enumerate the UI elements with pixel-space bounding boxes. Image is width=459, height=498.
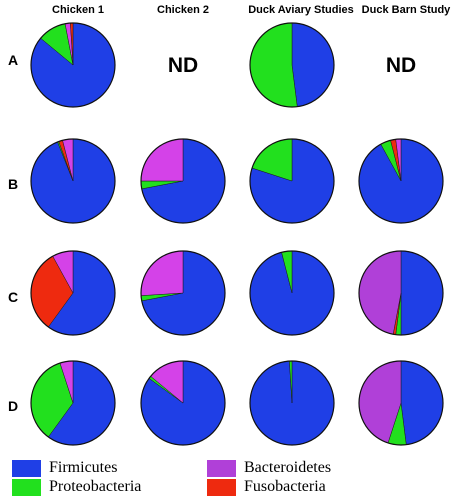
pie-d-duck-aviary-studies-svg [249,360,335,446]
row-label-b: B [8,176,19,192]
column-header-duck-aviary: Duck Aviary Studies [248,4,354,16]
pie-d-chicken-2-svg [140,360,226,446]
pie-c-duck-barn-study-svg [358,250,444,336]
pie-c-duck-barn-study-slice-bacteroidetes [358,250,402,335]
pie-b-chicken-1 [30,138,116,224]
pie-d-chicken-1 [30,360,116,446]
pie-c-duck-barn-study [358,250,444,336]
pie-c-duck-aviary-studies-outline [249,250,335,336]
pie-d-chicken-2-outline [140,360,226,446]
pie-c-duck-aviary-studies [249,250,335,336]
pie-a-duck-aviary-studies-slice-firmicutes [291,22,335,107]
column-header-duck-barn: Duck Barn Study [361,4,451,16]
pie-a-chicken-1-outline [30,22,116,108]
row-label-c: C [8,289,19,305]
pie-a-duck-barn-study-nd-label: ND [385,54,417,77]
pie-a-duck-aviary-studies-svg [249,22,335,108]
pie-b-chicken-2 [140,138,226,224]
legend-swatch-fusobacteria [207,478,236,496]
legend-item-bacteroidetes: Bacteroidetes [207,459,331,477]
pie-c-chicken-2-outline [140,250,226,336]
pie-a-duck-aviary-studies-outline [249,22,335,108]
legend-swatch-firmicutes [12,459,41,477]
pie-b-chicken-1-outline [30,138,116,224]
legend-label-bacteroidetes: Bacteroidetes [244,459,332,476]
pie-a-chicken-1-svg [30,22,116,108]
column-header-chicken-1: Chicken 1 [52,4,104,16]
pie-b-duck-aviary-studies-outline [249,138,335,224]
pie-d-chicken-1-outline [30,360,116,446]
pie-a-duck-aviary-studies [249,22,335,108]
pie-c-chicken-2 [140,250,226,336]
legend-item-fusobacteria: Fusobacteria [207,478,326,496]
pie-b-duck-aviary-studies-svg [249,138,335,224]
legend-label-fusobacteria: Fusobacteria [244,478,326,495]
legend-item-proteobacteria: Proteobacteria [12,478,141,496]
pie-d-duck-aviary-studies-outline [249,360,335,446]
column-header-chicken-2: Chicken 2 [157,4,209,16]
pie-a-duck-aviary-studies-slice-proteobacteria [249,22,298,108]
pie-a-chicken-1 [30,22,116,108]
legend-label-proteobacteria: Proteobacteria [49,478,142,495]
row-label-d: D [8,398,19,414]
row-label-a: A [8,52,19,68]
pie-c-chicken-2-slice-bacteroidetes [140,250,184,296]
pie-b-chicken-2-svg [140,138,226,224]
pie-d-duck-aviary-studies [249,360,335,446]
legend-swatch-proteobacteria [12,478,41,496]
pie-d-duck-barn-study-outline [358,360,444,446]
pie-c-chicken-1-svg [30,250,116,336]
pie-a-chicken-2-nd-label: ND [167,54,199,77]
pie-c-chicken-2-svg [140,250,226,336]
pie-c-duck-aviary-studies-svg [249,250,335,336]
pie-c-duck-barn-study-slice-firmicutes [400,250,444,336]
pie-b-chicken-2-outline [140,138,226,224]
pie-b-duck-aviary-studies [249,138,335,224]
pie-b-duck-barn-study [358,138,444,224]
pie-c-chicken-1-outline [30,250,116,336]
pie-d-chicken-2 [140,360,226,446]
pie-d-duck-barn-study-slice-firmicutes [400,360,444,445]
pie-d-duck-barn-study [358,360,444,446]
pie-d-duck-barn-study-svg [358,360,444,446]
pie-c-chicken-1 [30,250,116,336]
pie-d-chicken-1-svg [30,360,116,446]
pie-c-duck-barn-study-outline [358,250,444,336]
legend-item-firmicutes: Firmicutes [12,459,117,477]
pie-b-chicken-1-svg [30,138,116,224]
pie-b-duck-barn-study-outline [358,138,444,224]
legend-label-firmicutes: Firmicutes [49,459,118,476]
pie-b-duck-barn-study-svg [358,138,444,224]
legend-swatch-bacteroidetes [207,459,236,477]
